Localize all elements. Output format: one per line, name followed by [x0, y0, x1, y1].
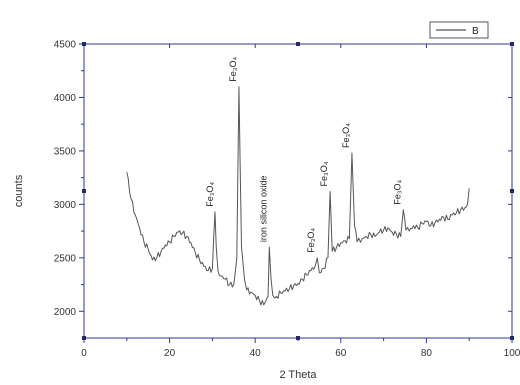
- peak-annotation: Fe₃O₄: [319, 161, 329, 186]
- x-axis-title: 2 Theta: [279, 369, 317, 381]
- y-tick-label: 3500: [54, 146, 77, 157]
- tick-labels: 0 20 40 60 80 100 2000 2500 3000 3500 4000 4500: [54, 40, 520, 360]
- frame-marker: [510, 42, 514, 46]
- x-tick-label: 60: [335, 348, 347, 359]
- frame-marker: [82, 189, 86, 193]
- y-axis-title: counts: [13, 174, 25, 207]
- legend-series-label: B: [472, 26, 479, 37]
- frame-marker: [296, 42, 300, 46]
- x-tick-label: 40: [250, 348, 262, 359]
- peak-annotation: Fe₃O₄: [228, 57, 238, 82]
- frame-marker: [82, 42, 86, 46]
- axis-ticks: [79, 42, 514, 343]
- frame-marker: [82, 336, 86, 340]
- x-tick-label: 20: [164, 348, 176, 359]
- peak-annotation: Fe₃O₄: [392, 179, 402, 204]
- y-tick-label: 2000: [54, 307, 77, 318]
- series-line-B: [126, 86, 470, 306]
- x-tick-label: 80: [421, 348, 433, 359]
- peak-annotation: Fe₃O₄: [205, 182, 215, 207]
- series-layer: [126, 86, 470, 306]
- peak-annotations: Fe₃O₄ Fe₃O₄ iron silicon oxide Fe₃O₄ Fe₃O₄ Fe…: [205, 57, 402, 253]
- y-tick-label: 3000: [54, 200, 77, 211]
- x-tick-label: 0: [81, 348, 87, 359]
- y-tick-label: 4500: [54, 40, 77, 51]
- frame-marker: [510, 336, 514, 340]
- peak-annotation: Fe₃O₄: [306, 228, 316, 253]
- frame-marker: [296, 336, 300, 340]
- peak-annotation: Fe₃O₄: [341, 123, 351, 148]
- y-tick-label: 2500: [54, 253, 77, 264]
- peak-annotation: iron silicon oxide: [258, 176, 268, 243]
- y-tick-label: 4000: [54, 93, 77, 104]
- x-tick-label: 100: [504, 348, 520, 359]
- legend[interactable]: B: [429, 21, 489, 39]
- frame-marker: [510, 189, 514, 193]
- plot-frame: [83, 43, 513, 339]
